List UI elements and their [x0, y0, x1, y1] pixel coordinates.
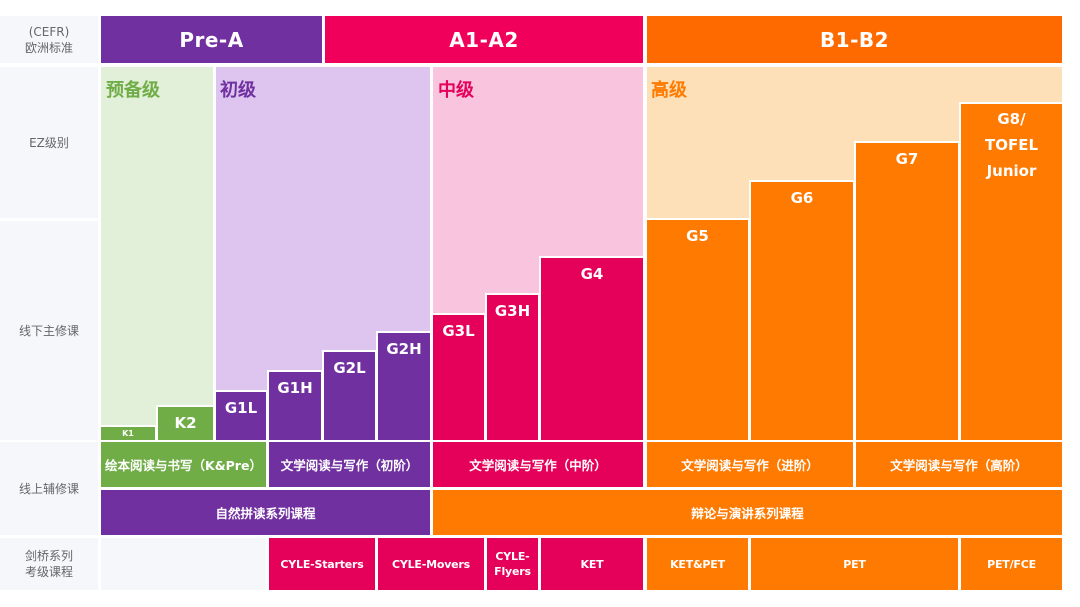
ez-level-intermediate: 中级: [438, 80, 474, 101]
online-course-picture-book: 绘本阅读与书写（K&Pre）: [101, 442, 266, 487]
course-step-g1h: G1H: [269, 372, 321, 440]
row-label-offline-text: 线下主修课: [18, 323, 79, 338]
cambridge-cyle-movers: CYLE-Movers: [378, 538, 484, 590]
course-step-g2h: G2H: [378, 333, 430, 440]
row-label-cefr: (CEFR) 欧洲标准: [0, 16, 98, 63]
cefr-b1-b2: B1-B2: [647, 16, 1062, 63]
course-step-g8-line3: Junior: [986, 162, 1037, 180]
row-label-cefr-line1: (CEFR): [28, 24, 70, 39]
cambridge-pet: PET: [751, 538, 958, 590]
online-course-phonics: 自然拼读系列课程: [101, 490, 430, 535]
course-step-g6: G6: [751, 182, 853, 440]
row-label-cambridge-line2: 考级课程: [24, 565, 73, 579]
ez-level-elementary: 初级: [220, 80, 256, 101]
course-step-k2: K2: [158, 407, 213, 440]
course-step-g8-tofel-junior: G8/ TOFEL Junior: [961, 104, 1062, 440]
cambridge-ket: KET: [541, 538, 643, 590]
cambridge-ket-pet: KET&PET: [647, 538, 748, 590]
cefr-pre-a: Pre-A: [101, 16, 322, 63]
online-course-debate-speech: 辩论与演讲系列课程: [433, 490, 1062, 535]
cambridge-cyle-starters: CYLE-Starters: [269, 538, 375, 590]
cambridge-pet-fce: PET/FCE: [961, 538, 1062, 590]
course-step-g8-line1: G8/: [997, 110, 1026, 128]
cambridge-cyle-flyers-line2: Flyers: [494, 565, 531, 578]
row-label-cambridge: 剑桥系列 考级课程: [0, 538, 98, 590]
course-step-g1l: G1L: [216, 392, 266, 440]
course-step-g4: G4: [541, 258, 643, 440]
online-course-literature-senior: 文学阅读与写作（高阶）: [856, 442, 1062, 487]
course-step-k1: K1: [101, 427, 155, 440]
ez-level-advanced: 高级: [651, 80, 687, 101]
course-step-g7: G7: [856, 143, 958, 440]
row-label-cefr-line2: 欧洲标准: [24, 40, 73, 55]
online-course-literature-advanced: 文学阅读与写作（进阶）: [647, 442, 853, 487]
cefr-a1-a2: A1-A2: [325, 16, 643, 63]
row-label-cambridge-line1: 剑桥系列: [24, 549, 73, 563]
online-course-literature-beginner: 文学阅读与写作（初阶）: [269, 442, 430, 487]
ez-level-preparatory: 预备级: [106, 80, 160, 101]
ez-panel-preparatory: [101, 67, 213, 440]
course-step-g8-line2: TOFEL: [984, 136, 1039, 154]
cambridge-cyle-flyers: CYLE- Flyers: [487, 538, 538, 590]
course-step-g3h: G3H: [487, 295, 538, 440]
course-step-g2l: G2L: [324, 352, 375, 440]
row-label-online-text: 线上辅修课: [18, 481, 79, 496]
course-step-g3l: G3L: [433, 315, 484, 440]
cambridge-empty-cell: [101, 538, 266, 590]
row-label-online: 线上辅修课: [0, 442, 98, 535]
row-label-offline: 线下主修课: [0, 221, 98, 440]
online-course-literature-intermediate: 文学阅读与写作（中阶）: [433, 442, 643, 487]
row-label-ez-level-text: EZ级别: [29, 135, 69, 150]
row-label-ez-level: EZ级别: [0, 67, 98, 218]
course-step-g5: G5: [647, 220, 748, 440]
cambridge-cyle-flyers-line1: CYLE-: [495, 550, 530, 563]
